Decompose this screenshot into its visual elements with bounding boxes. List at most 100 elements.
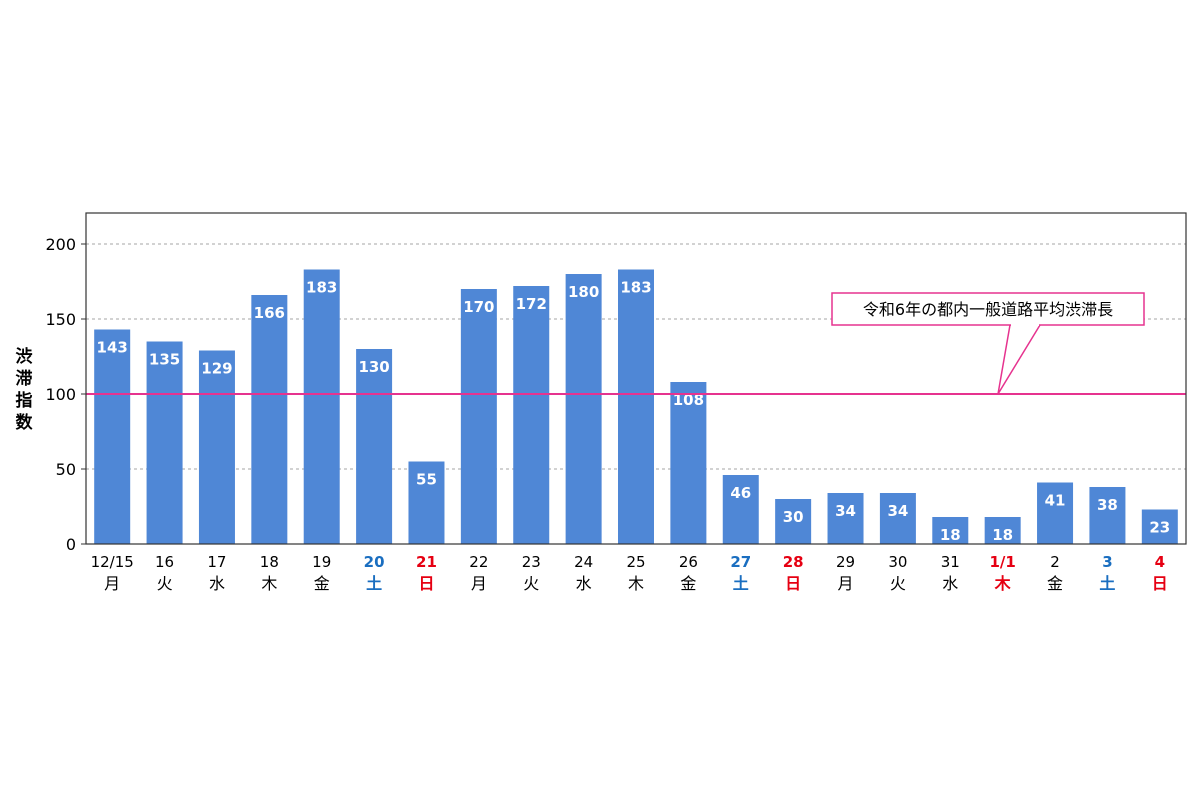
bar: [1089, 487, 1126, 544]
y-tick-label: 100: [45, 385, 76, 404]
x-tick-day: 月: [104, 574, 120, 593]
axes: [81, 212, 1187, 545]
bar: [827, 493, 864, 544]
x-tick-day: 水: [576, 574, 592, 593]
bar: [932, 517, 969, 544]
bar: [513, 286, 550, 544]
bar-value-label: 180: [568, 283, 599, 301]
x-tick-date: 20: [364, 553, 385, 571]
bar-value-label: 143: [97, 339, 128, 357]
x-tick-date: 24: [574, 553, 593, 571]
bars: [94, 269, 1178, 544]
x-tick-date: 25: [626, 553, 645, 571]
bar-value-label: 46: [730, 484, 751, 502]
bar: [984, 517, 1021, 544]
bar-value-label: 23: [1149, 519, 1170, 537]
x-tick-date: 4: [1155, 553, 1165, 571]
y-tick-label: 200: [45, 235, 76, 254]
x-tick-day: 日: [418, 574, 434, 593]
bar-value-label: 129: [201, 360, 232, 378]
bar-value-label: 18: [940, 526, 961, 544]
x-tick-date: 22: [469, 553, 488, 571]
bar-value-label: 166: [254, 304, 285, 322]
x-tick-date: 21: [416, 553, 437, 571]
x-tick-date: 27: [730, 553, 751, 571]
bar: [775, 499, 812, 544]
bar-value-label: 38: [1097, 496, 1118, 514]
x-tick-date: 29: [836, 553, 855, 571]
bar: [408, 461, 445, 544]
bar: [879, 493, 916, 544]
x-tick-date: 1/1: [989, 553, 1015, 571]
bar-value-label: 34: [835, 502, 856, 520]
x-tick-day: 金: [680, 574, 696, 593]
x-tick-day: 木: [628, 574, 644, 593]
bar-value-label: 41: [1045, 492, 1066, 510]
x-tick-day: 土: [1099, 574, 1115, 593]
bar-value-label: 172: [516, 295, 547, 313]
bar-value-label: 183: [620, 279, 651, 297]
bar-value-label: 55: [416, 471, 437, 489]
x-tick-day: 火: [157, 574, 173, 593]
bar: [565, 274, 602, 544]
bar: [722, 475, 759, 544]
x-tick-date: 31: [941, 553, 960, 571]
x-tick-day: 水: [209, 574, 225, 593]
bar-value-label: 183: [306, 279, 337, 297]
bar-value-label: 130: [358, 358, 389, 376]
x-tick-day: 土: [366, 574, 382, 593]
bar: [1037, 482, 1074, 544]
x-tick-date: 12/15: [91, 553, 134, 571]
x-tick-date: 30: [888, 553, 907, 571]
reference-line-label: 令和6年の都内一般道路平均渋滞長: [863, 300, 1113, 319]
bar: [356, 349, 393, 544]
x-tick-day: 土: [733, 574, 749, 593]
reference-line-group: 令和6年の都内一般道路平均渋滞長: [86, 292, 1186, 395]
x-tick-day: 月: [838, 574, 854, 593]
bar: [670, 382, 707, 544]
x-tick-day: 火: [523, 574, 539, 593]
bar: [146, 341, 183, 544]
bar-value-label: 135: [149, 351, 180, 369]
x-tick-date: 28: [783, 553, 804, 571]
bar: [1141, 509, 1178, 544]
bar-value-label: 108: [673, 391, 704, 409]
x-tick-date: 19: [312, 553, 331, 571]
y-tick-label: 150: [45, 310, 76, 329]
x-tick-day: 日: [1152, 574, 1168, 593]
callout-box: [831, 292, 1145, 326]
x-tick-date: 26: [679, 553, 698, 571]
x-tick-day: 木: [261, 574, 277, 593]
x-tick-day: 木: [994, 574, 1012, 593]
bar-value-label: 18: [992, 526, 1013, 544]
x-tick-day: 金: [314, 574, 330, 593]
x-tick-day: 金: [1047, 574, 1063, 593]
x-tick-date: 23: [522, 553, 541, 571]
bar: [251, 295, 288, 544]
y-tick-labels: 0 50 100 150 200: [45, 235, 76, 554]
x-tick-day: 水: [942, 574, 958, 593]
bar-value-label: 30: [783, 508, 804, 526]
x-tick-date: 3: [1102, 553, 1112, 571]
x-tick-date: 16: [155, 553, 174, 571]
bar: [94, 329, 131, 544]
x-tick-day: 月: [471, 574, 487, 593]
y-axis-label: 渋滞指数: [16, 346, 34, 433]
bar-value-label: 170: [463, 298, 494, 316]
y-tick-label: 0: [66, 535, 76, 554]
bar: [198, 350, 235, 544]
x-tick-day: 火: [890, 574, 906, 593]
x-tick-labels: 12/15月16火17水18木19金20土21日22月23火24水25木26金2…: [91, 553, 1168, 593]
bar-value-label: 34: [887, 502, 908, 520]
plot-frame: [85, 212, 1187, 545]
bar: [460, 289, 497, 544]
x-tick-date: 2: [1050, 553, 1060, 571]
callout-pointer: [997, 324, 1042, 395]
bar: [303, 269, 340, 544]
x-tick-date: 17: [207, 553, 226, 571]
x-tick-date: 18: [260, 553, 279, 571]
x-tick-day: 日: [785, 574, 801, 593]
bar: [618, 269, 654, 544]
